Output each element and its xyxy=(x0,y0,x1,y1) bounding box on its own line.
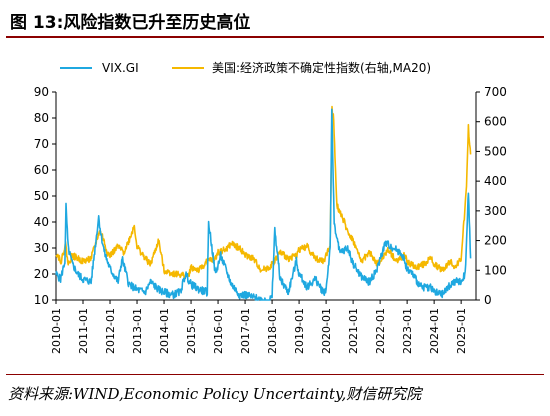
title-divider xyxy=(6,36,544,38)
x-tick-label: 2017-01 xyxy=(239,308,252,354)
left-tick-label: 50 xyxy=(34,189,49,203)
left-tick-label: 10 xyxy=(34,293,49,307)
x-tick-label: 2011-01 xyxy=(77,308,90,354)
epu-series-line xyxy=(55,105,472,280)
x-tick-label: 2018-01 xyxy=(266,308,279,354)
x-tick-label: 2010-01 xyxy=(50,308,63,354)
line-chart: 10 20 30 40 50 60 70 80 90 0 100 200 300 400 500 600 70… xyxy=(34,60,507,354)
legend-label-epu: 美国:经济政策不确定性指数(右轴,MA20) xyxy=(212,60,431,75)
x-tick-label: 2015-01 xyxy=(185,308,198,354)
x-axis: 2010-01 2011-01 2012-01 2013-01 2014-01 2015-… xyxy=(50,299,476,354)
source-note: 资料来源:WIND,Economic Policy Uncertainty,财信… xyxy=(8,385,422,403)
x-tick-label: 2023-01 xyxy=(401,308,414,354)
x-tick-label: 2019-01 xyxy=(293,308,306,354)
x-tick-label: 2025-01 xyxy=(455,308,468,354)
x-tick-label: 2020-01 xyxy=(320,308,333,354)
left-tick-label: 90 xyxy=(34,85,49,99)
x-tick-label: 2021-01 xyxy=(347,308,360,354)
left-y-axis: 10 20 30 40 50 60 70 80 90 xyxy=(34,85,57,307)
right-y-axis: 0 100 200 300 400 500 600 700 xyxy=(475,85,507,307)
right-tick-label: 600 xyxy=(484,115,507,129)
right-tick-label: 500 xyxy=(484,144,507,158)
series-layer xyxy=(55,105,472,301)
figure-title: 图 13:风险指数已升至历史高位 xyxy=(10,13,251,33)
left-tick-label: 60 xyxy=(34,163,49,177)
left-tick-label: 70 xyxy=(34,137,49,151)
x-tick-label: 2024-01 xyxy=(428,308,441,354)
legend-label-vix: VIX.GI xyxy=(102,61,139,75)
x-tick-label: 2014-01 xyxy=(158,308,171,354)
x-tick-label: 2013-01 xyxy=(131,308,144,354)
right-tick-label: 200 xyxy=(484,234,507,248)
right-tick-label: 100 xyxy=(484,263,507,277)
right-tick-label: 700 xyxy=(484,85,507,99)
right-tick-label: 0 xyxy=(484,293,492,307)
x-tick-label: 2022-01 xyxy=(374,308,387,354)
figure-title-bar: 图 13:风险指数已升至历史高位 xyxy=(6,6,544,33)
source-divider xyxy=(6,374,544,375)
x-tick-label: 2016-01 xyxy=(212,308,225,354)
left-tick-label: 40 xyxy=(34,215,49,229)
x-tick-label: 2012-01 xyxy=(104,308,117,354)
left-tick-label: 30 xyxy=(34,241,49,255)
right-tick-label: 300 xyxy=(484,204,507,218)
right-tick-label: 400 xyxy=(484,174,507,188)
left-tick-label: 20 xyxy=(34,267,49,281)
vix-series-line xyxy=(55,108,472,301)
legend: VIX.GI 美国:经济政策不确定性指数(右轴,MA20) xyxy=(60,60,431,75)
left-tick-label: 80 xyxy=(34,111,49,125)
